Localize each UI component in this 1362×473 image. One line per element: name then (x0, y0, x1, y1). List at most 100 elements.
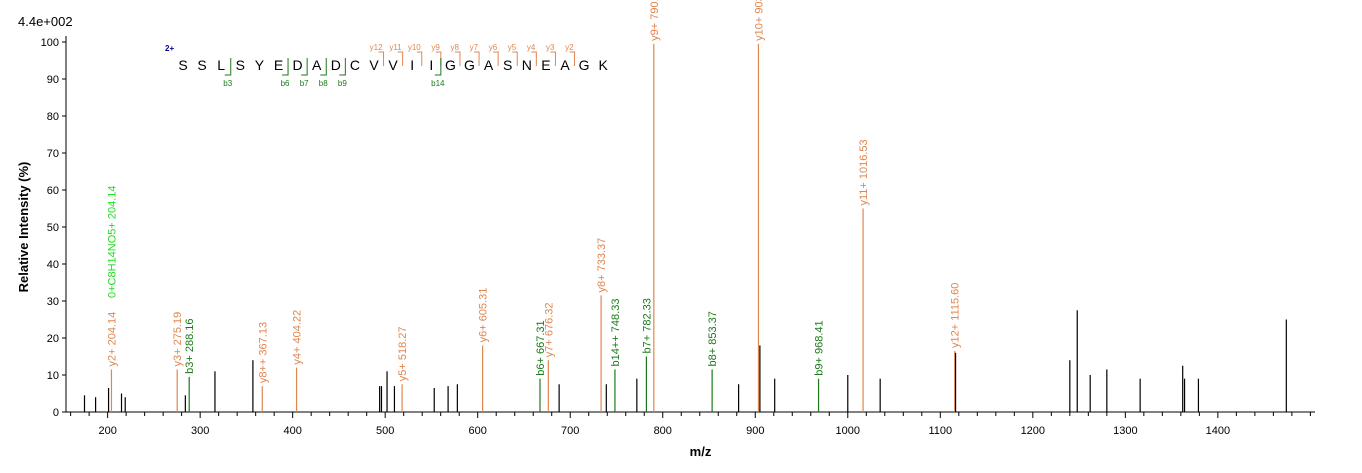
y-axis-title: Relative Intensity (%) (16, 162, 31, 293)
b-ion-label: b3 (223, 79, 232, 88)
x-tick-label: 500 (376, 425, 394, 437)
b-ion-bracket (282, 58, 289, 76)
sequence-residue: D (331, 57, 341, 73)
sequence-residue: L (217, 57, 225, 73)
peak-label: y11+ 1016.53 (858, 139, 870, 205)
x-tick-label: 400 (283, 425, 301, 437)
y-ion-label: y2 (565, 43, 574, 52)
peak-label: y6+ 605.31 (478, 288, 490, 343)
sequence-residue: S (197, 57, 206, 73)
peak-label: y2+ 204.14 (106, 312, 118, 367)
peak-label: y8+ 733.37 (596, 238, 608, 293)
y-tick-label: 50 (47, 222, 59, 234)
sequence-residue: S (178, 57, 187, 73)
y-tick-label: 30 (47, 296, 59, 308)
y-ion-label: y9 (431, 43, 440, 52)
x-tick-label: 800 (654, 425, 672, 437)
x-tick-label: 200 (98, 425, 116, 437)
peak-label: y12+ 1115.60 (950, 283, 962, 348)
peak-label: y4+ 404.22 (292, 310, 304, 365)
sequence-residue: V (369, 57, 379, 73)
charge-state-label: 2+ (165, 44, 174, 53)
sequence-residue: S (503, 57, 512, 73)
y-tick-label: 0 (53, 407, 59, 419)
peak-label: 0+C8H14NO5+ 204.14 (106, 185, 118, 298)
sequence-residue: I (429, 57, 433, 73)
y-ion-bracket (493, 51, 499, 66)
y-ion-bracket (454, 51, 461, 66)
b-ion-bracket (434, 58, 442, 76)
peak-label: y5+ 518.27 (397, 327, 409, 382)
y-ion-label: y8 (450, 43, 459, 52)
sequence-residue: K (599, 57, 609, 73)
y-ion-label: y7 (470, 43, 479, 52)
y-ion-label: y3 (546, 43, 555, 52)
x-tick-label: 300 (191, 425, 209, 437)
y-ion-bracket (416, 51, 423, 66)
axes-group: 0 10 20 30 40 50 60 70 80 90 100 200 300 400 500 600 700… (41, 36, 1315, 437)
y-ion-label: y5 (508, 43, 517, 52)
peak-label: b3+ 288.16 (184, 318, 196, 373)
peak-label: b6+ 667.31 (535, 320, 547, 375)
sequence-residue: G (579, 57, 590, 73)
y-tick-label: 20 (47, 333, 59, 345)
y-ion-bracket (550, 51, 556, 66)
sequence-residue: V (388, 57, 398, 73)
x-tick-label: 1100 (928, 425, 952, 437)
y-tick-label: 100 (41, 37, 59, 49)
sequence-residue: A (484, 57, 494, 73)
sequence-residue: S (236, 57, 245, 73)
y-ion-bracket (378, 51, 385, 66)
b-ion-label: b8 (319, 79, 328, 88)
y-tick-label: 40 (47, 259, 59, 271)
x-tick-label: 900 (746, 425, 764, 437)
sequence-residue: Y (255, 57, 265, 73)
b-ion-bracket (301, 58, 308, 76)
y-ion-label: y11 (389, 43, 402, 52)
x-tick-label: 1200 (1021, 425, 1045, 437)
peak-label: y8++ 367.13 (257, 322, 269, 383)
y-tick-label: 70 (47, 148, 59, 160)
sequence-residue: C (350, 57, 360, 73)
y-ion-label: y10 (408, 43, 421, 52)
sequence-residue: G (464, 57, 475, 73)
peak-label: b8+ 853.37 (707, 311, 719, 366)
x-tick-label: 700 (561, 425, 579, 437)
sequence-residue: E (274, 57, 283, 73)
y-ion-bracket (531, 51, 537, 66)
x-tick-label: 600 (469, 425, 487, 437)
intensity-scale-label: 4.4e+002 (18, 14, 73, 29)
b-ion-label: b9 (338, 79, 347, 88)
peak-label: y10+ 903.44 (753, 0, 765, 41)
b-ion-label: b6 (281, 79, 290, 88)
y-ion-bracket (397, 51, 404, 66)
x-tick-label: 1400 (1206, 425, 1230, 437)
x-tick-label: 1000 (836, 425, 860, 437)
b-ion-bracket (339, 58, 346, 76)
b-ion-label: b14 (431, 79, 445, 88)
sequence-residue: N (522, 57, 532, 73)
peaks-group (83, 43, 1287, 412)
peak-label: b9+ 968.41 (814, 320, 826, 375)
peak-label: y7+ 676.32 (543, 302, 555, 357)
sequence-residue: G (445, 57, 456, 73)
y-tick-label: 90 (47, 74, 59, 86)
y-tick-label: 10 (47, 370, 59, 382)
sequence-residue: A (560, 57, 570, 73)
sequence-residue: D (293, 57, 303, 73)
y-ion-bracket (435, 51, 442, 66)
y-ion-bracket (474, 51, 480, 66)
y-ion-label: y12 (370, 43, 383, 52)
y-ion-bracket (512, 51, 518, 66)
y-tick-label: 80 (47, 111, 59, 123)
b-ion-bracket (320, 58, 327, 76)
peak-label: y9+ 790.37 (649, 0, 661, 41)
sequence-residue: A (312, 57, 322, 73)
sequence-residue: I (410, 57, 414, 73)
y-tick-label: 60 (47, 185, 59, 197)
sequence-residue: E (541, 57, 550, 73)
x-axis-title: m/z (690, 444, 712, 459)
